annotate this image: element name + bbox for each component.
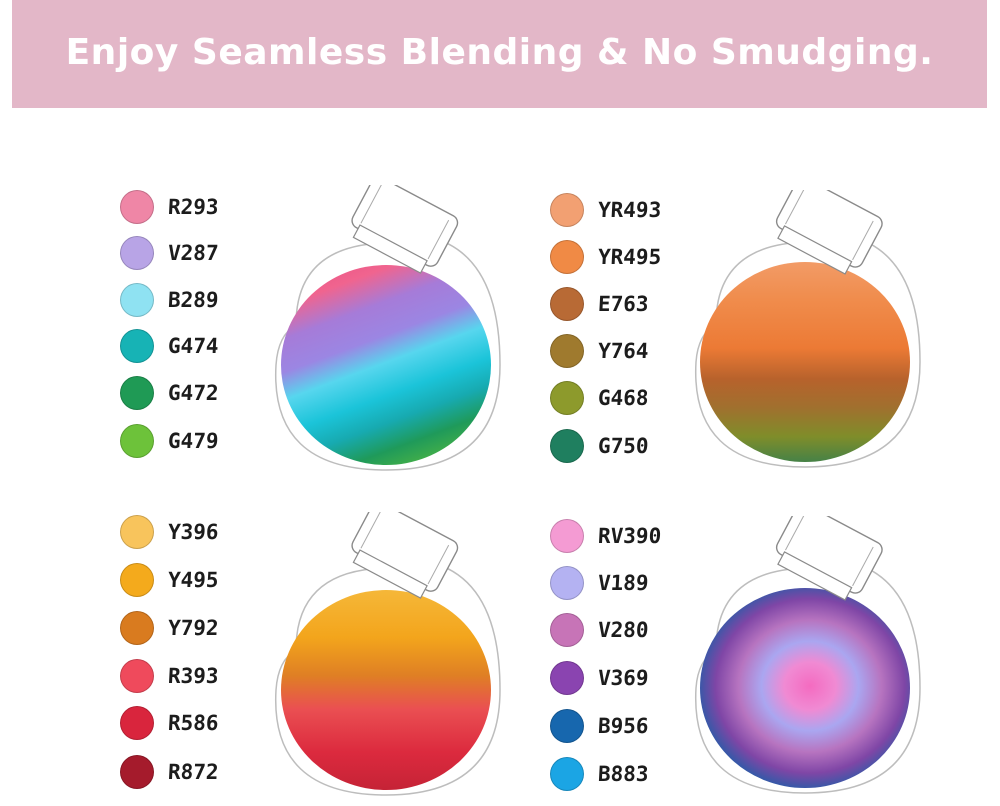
color-swatch xyxy=(120,329,154,363)
panel-rainbow: R293 V287 B289 G474 G472 G479 xyxy=(120,185,560,475)
color-swatch xyxy=(550,240,584,274)
swatch-row: Y764 xyxy=(550,331,649,371)
swatch-row: RV390 xyxy=(550,516,662,556)
panel-galaxy: RV390 V189 V280 V369 B956 B883 xyxy=(550,516,990,806)
color-swatch xyxy=(120,190,154,224)
jar-illustration xyxy=(630,190,990,480)
color-swatch xyxy=(120,283,154,317)
swatch-row: G479 xyxy=(120,421,219,461)
swatch-row: G750 xyxy=(550,426,649,466)
swatch-row: R872 xyxy=(120,752,219,792)
swatch-row: G474 xyxy=(120,326,219,366)
color-swatch xyxy=(550,287,584,321)
color-swatch xyxy=(550,613,584,647)
color-swatch xyxy=(550,661,584,695)
swatch-row: B883 xyxy=(550,754,649,794)
swatch-row: V369 xyxy=(550,658,649,698)
swatch-row: YR495 xyxy=(550,237,662,277)
jar-illustration xyxy=(200,512,560,800)
swatch-row: E763 xyxy=(550,284,649,324)
color-swatch xyxy=(550,193,584,227)
color-swatch xyxy=(550,757,584,791)
color-swatch xyxy=(120,659,154,693)
swatch-row: B289 xyxy=(120,280,219,320)
swatch-row: Y495 xyxy=(120,560,219,600)
swatch-row: R586 xyxy=(120,703,219,743)
jar-illustration xyxy=(200,185,560,475)
swatch-row: Y792 xyxy=(120,608,219,648)
swatch-row: B956 xyxy=(550,706,649,746)
color-swatch xyxy=(550,566,584,600)
color-swatch xyxy=(120,563,154,597)
jar-illustration xyxy=(630,516,990,800)
color-swatch xyxy=(550,429,584,463)
swatch-row: YR493 xyxy=(550,190,662,230)
swatch-row: R393 xyxy=(120,656,219,696)
swatch-row: V189 xyxy=(550,563,649,603)
color-swatch xyxy=(550,381,584,415)
swatch-row: V287 xyxy=(120,233,219,273)
panel-earth: YR493 YR495 E763 Y764 G468 G750 xyxy=(550,190,990,480)
banner-title: Enjoy Seamless Blending & No Smudging. xyxy=(65,31,934,73)
color-swatch xyxy=(550,709,584,743)
swatch-row: V280 xyxy=(550,610,649,650)
color-swatch xyxy=(120,706,154,740)
color-swatch xyxy=(120,236,154,270)
color-swatch xyxy=(550,519,584,553)
swatch-row: G468 xyxy=(550,378,649,418)
title-banner: Enjoy Seamless Blending & No Smudging. xyxy=(12,0,987,108)
color-swatch xyxy=(120,376,154,410)
color-swatch xyxy=(120,515,154,549)
panel-sunset: Y396 Y495 Y792 R393 R586 R872 xyxy=(120,512,560,802)
color-swatch xyxy=(120,755,154,789)
color-swatch xyxy=(120,611,154,645)
swatch-row: Y396 xyxy=(120,512,219,552)
color-swatch xyxy=(120,424,154,458)
swatch-row: G472 xyxy=(120,373,219,413)
swatch-row: R293 xyxy=(120,187,219,227)
color-swatch xyxy=(550,334,584,368)
